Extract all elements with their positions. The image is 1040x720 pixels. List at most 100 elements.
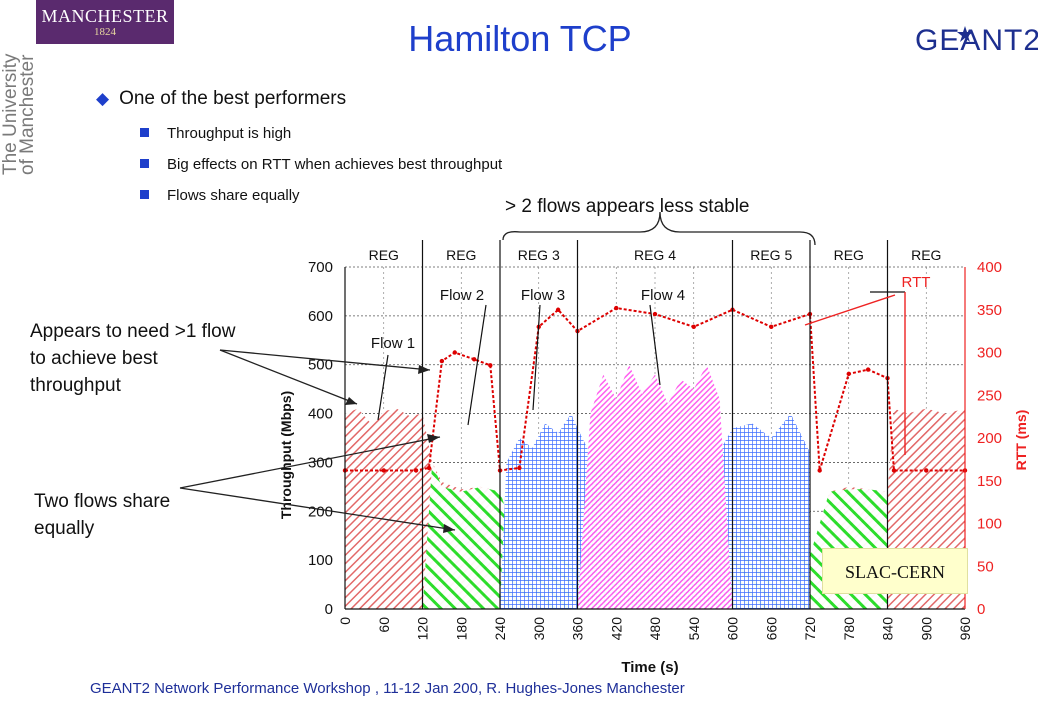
y-tick-label: 0 — [325, 601, 333, 618]
x-tick-label: 960 — [957, 617, 973, 641]
x-tick-label: 720 — [802, 617, 818, 641]
arrowhead — [427, 434, 440, 443]
x-tick-label: 480 — [647, 617, 663, 641]
x-tick-label: 60 — [376, 617, 392, 633]
x-tick-label: 180 — [453, 617, 469, 641]
annotation-label: Flow 4 — [641, 287, 685, 304]
manchester-logo-year: 1824 — [94, 26, 116, 38]
x-tick-label: 360 — [570, 617, 586, 641]
callout-line — [219, 349, 358, 405]
x-tick-label: 240 — [492, 617, 508, 641]
slac-cern-label: SLAC-CERN — [822, 548, 968, 594]
x-tick-label: 840 — [880, 617, 896, 641]
arrowhead — [345, 397, 357, 405]
y2-tick-label: 400 — [977, 259, 1002, 276]
callout-arrowheads — [345, 365, 455, 533]
y2-tick-label: 0 — [977, 601, 985, 618]
rtt-point — [652, 311, 658, 317]
sub-bullet-text: Throughput is high — [167, 125, 292, 142]
arrowhead — [443, 524, 455, 533]
rtt-point — [691, 324, 696, 330]
y2-tick-label: 250 — [977, 387, 1002, 404]
y-tick-label: 600 — [308, 308, 333, 325]
rtt-point — [439, 358, 445, 364]
x-tick-label: 300 — [531, 617, 547, 641]
region-label: REG — [911, 247, 941, 263]
y-tick-label: 200 — [308, 503, 333, 520]
annotation-pointer — [467, 304, 487, 426]
rtt-point — [452, 350, 457, 355]
annotation-label: Flow 3 — [521, 287, 565, 304]
rtt-point — [769, 324, 774, 330]
y2-tick-label: 150 — [977, 473, 1002, 490]
brace-line — [502, 211, 816, 246]
x-tick-label: 600 — [725, 617, 741, 641]
rtt-point — [555, 307, 561, 312]
sub-bullet-text: Big effects on RTT when achieves best th… — [167, 156, 503, 173]
sub-bullet: Big effects on RTT when achieves best th… — [140, 156, 502, 173]
square-bullet-icon — [140, 190, 149, 199]
region-label: REG — [446, 247, 476, 263]
region-label: REG 5 — [750, 247, 792, 263]
geant2-logo-text: GEANT2 — [915, 24, 1038, 57]
chart-region-layer: REG REG REG 3 REG 4 REG 5 REG REG — [369, 240, 941, 609]
callout-line — [179, 436, 441, 489]
callout-arrows — [179, 211, 816, 531]
main-bullet: ◆ One of the best performers — [96, 88, 346, 110]
y2-tick-label: 350 — [977, 302, 1002, 319]
square-bullet-icon — [140, 159, 149, 168]
series-line-rtt — [345, 306, 965, 472]
x-tick-label: 900 — [918, 617, 934, 641]
rtt-point — [517, 465, 522, 471]
y2-axis-label: RTT (ms) — [1013, 410, 1029, 471]
rtt-point — [426, 465, 432, 471]
y-tick-label: 100 — [308, 552, 333, 569]
x-axis-label: Time (s) — [621, 659, 678, 676]
rtt-point — [488, 363, 493, 368]
y2-tick-label: 300 — [977, 345, 1002, 362]
callout-line — [179, 487, 456, 531]
chart-axes: 0100200300400500600700050100150200250300… — [308, 259, 1002, 640]
y-tick-label: 300 — [308, 454, 333, 471]
callout-line — [219, 349, 431, 371]
region-label: REG 3 — [518, 247, 560, 263]
rtt-point — [865, 367, 871, 372]
annotation-label: Flow 2 — [440, 287, 484, 304]
annotation-label: Flow 1 — [371, 335, 415, 352]
star-icon — [957, 26, 973, 42]
rtt-point — [924, 468, 929, 473]
y2-tick-label: 50 — [977, 558, 994, 575]
geant2-logo: GEANT2 — [915, 24, 1038, 57]
diamond-bullet-icon: ◆ — [96, 89, 110, 108]
y-tick-label: 700 — [308, 259, 333, 276]
x-tick-label: 780 — [841, 617, 857, 641]
y-tick-label: 400 — [308, 406, 333, 423]
annotation-pointer — [532, 304, 541, 411]
arrowhead — [418, 365, 430, 374]
manchester-logo: MANCHESTER 1824 — [36, 0, 174, 44]
note-need-more-flows: Appears to need >1 flow to achieve best … — [30, 321, 236, 396]
region-label: REG 4 — [634, 247, 676, 263]
rtt-point — [817, 468, 822, 473]
main-bullet-text: One of the best performers — [119, 88, 347, 109]
manchester-logo-word: MANCHESTER — [41, 6, 169, 26]
annotation-pointer — [649, 304, 661, 386]
y2-tick-label: 100 — [977, 516, 1002, 533]
rtt-point — [413, 468, 419, 473]
x-tick-label: 660 — [763, 617, 779, 641]
sub-bullet-text: Flows share equally — [167, 187, 300, 204]
rtt-point — [471, 357, 477, 362]
slide-title: Hamilton TCP — [408, 18, 632, 59]
rtt-point — [614, 305, 619, 311]
x-tick-label: 0 — [337, 617, 353, 625]
note-share-equally: Two flows share equally — [34, 491, 171, 539]
rtt-point — [891, 468, 897, 473]
region-label: REG — [369, 247, 399, 263]
region-label: REG — [834, 247, 864, 263]
sub-bullet: Flows share equally — [140, 187, 300, 204]
x-tick-label: 420 — [608, 617, 624, 641]
series-area-flow-4 — [577, 364, 733, 609]
annotation-label: RTT — [902, 274, 931, 291]
y2-tick-label: 200 — [977, 430, 1002, 447]
